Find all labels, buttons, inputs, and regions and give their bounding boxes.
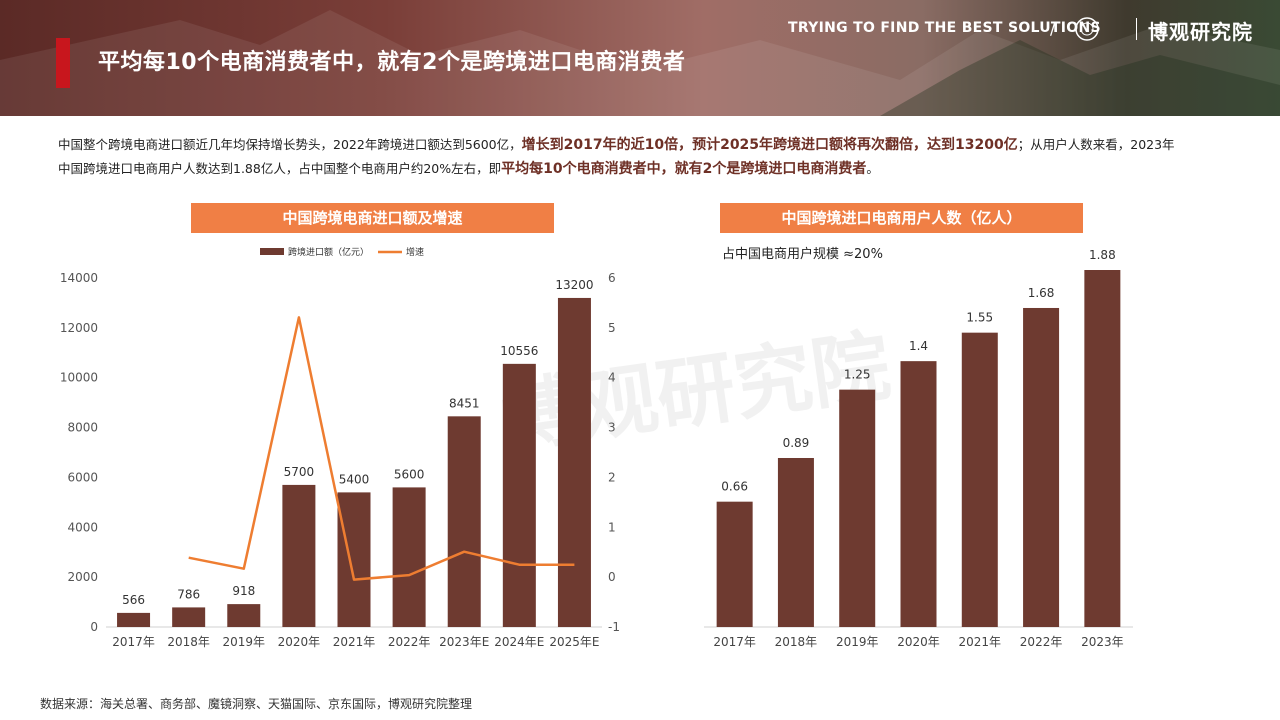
right-y-tick-label: -1 [608, 620, 620, 634]
header-banner: 平均每10个电商消费者中，就有2个是跨境进口电商消费者 TRYING TO FI… [0, 0, 1280, 116]
page-title: 平均每10个电商消费者中，就有2个是跨境进口电商消费者 [98, 50, 686, 75]
left-y-tick-label: 12000 [60, 321, 98, 335]
left-y-tick-label: 8000 [67, 421, 98, 435]
left-x-tick-label: 2022年 [388, 635, 431, 649]
right-y-tick-label: 4 [608, 371, 616, 385]
import-bar-label: 5700 [284, 465, 315, 479]
import-bar [117, 612, 151, 627]
intro-paragraph: 中国整个跨境电商进口额近几年均保持增长势头，2022年跨境进口额达到5600亿，… [58, 133, 1178, 181]
left-x-tick-label: 2025年E [549, 635, 599, 649]
left-x-tick-label: 2019年 [223, 635, 266, 649]
mountain-backdrop [0, 10, 1280, 116]
users-bar [716, 501, 753, 627]
left-chart-title: 中国跨境电商进口额及增速 [191, 203, 554, 233]
import-bar-label: 13200 [555, 278, 593, 292]
legend-swatch-import [260, 248, 284, 255]
users-bar [839, 389, 876, 627]
users-bar [1084, 270, 1121, 627]
import-bar-label: 5400 [339, 472, 370, 486]
users-bar-label: 0.66 [721, 480, 748, 494]
left-x-tick-label: 2021年 [333, 635, 376, 649]
right-y-tick-label: 0 [608, 570, 616, 584]
right-x-tick-label: 2017年 [713, 635, 756, 649]
brand-divider: / [1050, 19, 1056, 38]
brand-name: 博观研究院 [1148, 20, 1253, 44]
left-y-tick-label: 0 [90, 620, 98, 634]
right-chart-title: 中国跨境进口电商用户人数（亿人） [720, 203, 1083, 233]
legend-label-import: 跨境进口额（亿元） [288, 246, 369, 258]
right-y-tick-label: 1 [608, 520, 616, 534]
right-y-tick-label: 3 [608, 421, 616, 435]
users-bar [900, 361, 937, 627]
users-bar-label: 1.68 [1028, 286, 1055, 300]
import-bar-label: 10556 [500, 344, 538, 358]
right-y-tick-label: 5 [608, 321, 616, 335]
right-x-tick-label: 2022年 [1020, 635, 1063, 649]
import-bar [392, 487, 426, 627]
users-bar-label: 1.55 [966, 311, 993, 325]
import-bar [502, 363, 536, 627]
legend-label-growth: 增速 [406, 246, 424, 258]
users-bar [1023, 307, 1060, 627]
brand-slogan: TRYING TO FIND THE BEST SOLUTIONS [788, 20, 1101, 36]
data-source: 数据来源：海关总署、商务部、魔镜洞察、天猫国际、京东国际，博观研究院整理 [40, 697, 473, 711]
users-bar-label: 1.4 [909, 339, 928, 353]
right-x-tick-label: 2019年 [836, 635, 879, 649]
users-bar [777, 457, 814, 627]
left-y-tick-label: 14000 [60, 271, 98, 285]
intro-text-3: 。 [866, 161, 879, 176]
import-bar-label: 566 [122, 593, 145, 607]
right-x-tick-label: 2021年 [959, 635, 1002, 649]
right-y-tick-label: 6 [608, 271, 616, 285]
brand-logo-icon [1075, 17, 1099, 41]
intro-highlight-1: 增长到2017年的近10倍，预计2025年跨境进口额将再次翻倍，达到13200亿 [521, 137, 1018, 153]
growth-rate-line [188, 316, 575, 581]
left-x-tick-label: 2020年 [278, 635, 321, 649]
right-x-tick-label: 2023年 [1081, 635, 1124, 649]
users-bar-label: 1.88 [1089, 248, 1116, 262]
right-y-tick-label: 2 [608, 470, 616, 484]
right-x-tick-label: 2018年 [775, 635, 818, 649]
left-x-tick-label: 2024年E [494, 635, 544, 649]
users-bar-label: 1.25 [844, 368, 871, 382]
brand-separator [1136, 18, 1137, 40]
left-y-tick-label: 4000 [67, 520, 98, 534]
user-share-note: 占中国电商用户规模 ≈20% [722, 247, 883, 262]
users-bar [961, 332, 998, 627]
left-y-tick-label: 6000 [67, 470, 98, 484]
import-bar [172, 607, 206, 627]
intro-highlight-2: 平均每10个电商消费者中，就有2个是跨境进口电商消费者 [501, 161, 867, 177]
users-bar-label: 0.89 [783, 436, 810, 450]
left-x-tick-label: 2017年 [112, 635, 155, 649]
import-bar [227, 604, 261, 627]
title-accent-bar [56, 38, 70, 88]
import-bar [557, 297, 591, 627]
left-x-tick-label: 2023年E [439, 635, 489, 649]
intro-text-1: 中国整个跨境电商进口额近几年均保持增长势头，2022年跨境进口额达到5600亿， [58, 137, 522, 152]
left-x-tick-label: 2018年 [167, 635, 210, 649]
import-bar-label: 8451 [449, 396, 480, 410]
left-y-tick-label: 10000 [60, 371, 98, 385]
import-bar-label: 5600 [394, 467, 425, 481]
right-x-tick-label: 2020年 [897, 635, 940, 649]
import-bar [337, 492, 371, 627]
import-bar-label: 918 [232, 584, 255, 598]
import-bar [282, 484, 316, 627]
import-bar-label: 786 [177, 587, 200, 601]
intro-text-2: ；从用户人数来看，2023年中国跨境进口电商用户人数达到1.88亿人，占中国整个… [58, 137, 1175, 176]
import-bar [447, 416, 481, 627]
left-y-tick-label: 2000 [67, 570, 98, 584]
